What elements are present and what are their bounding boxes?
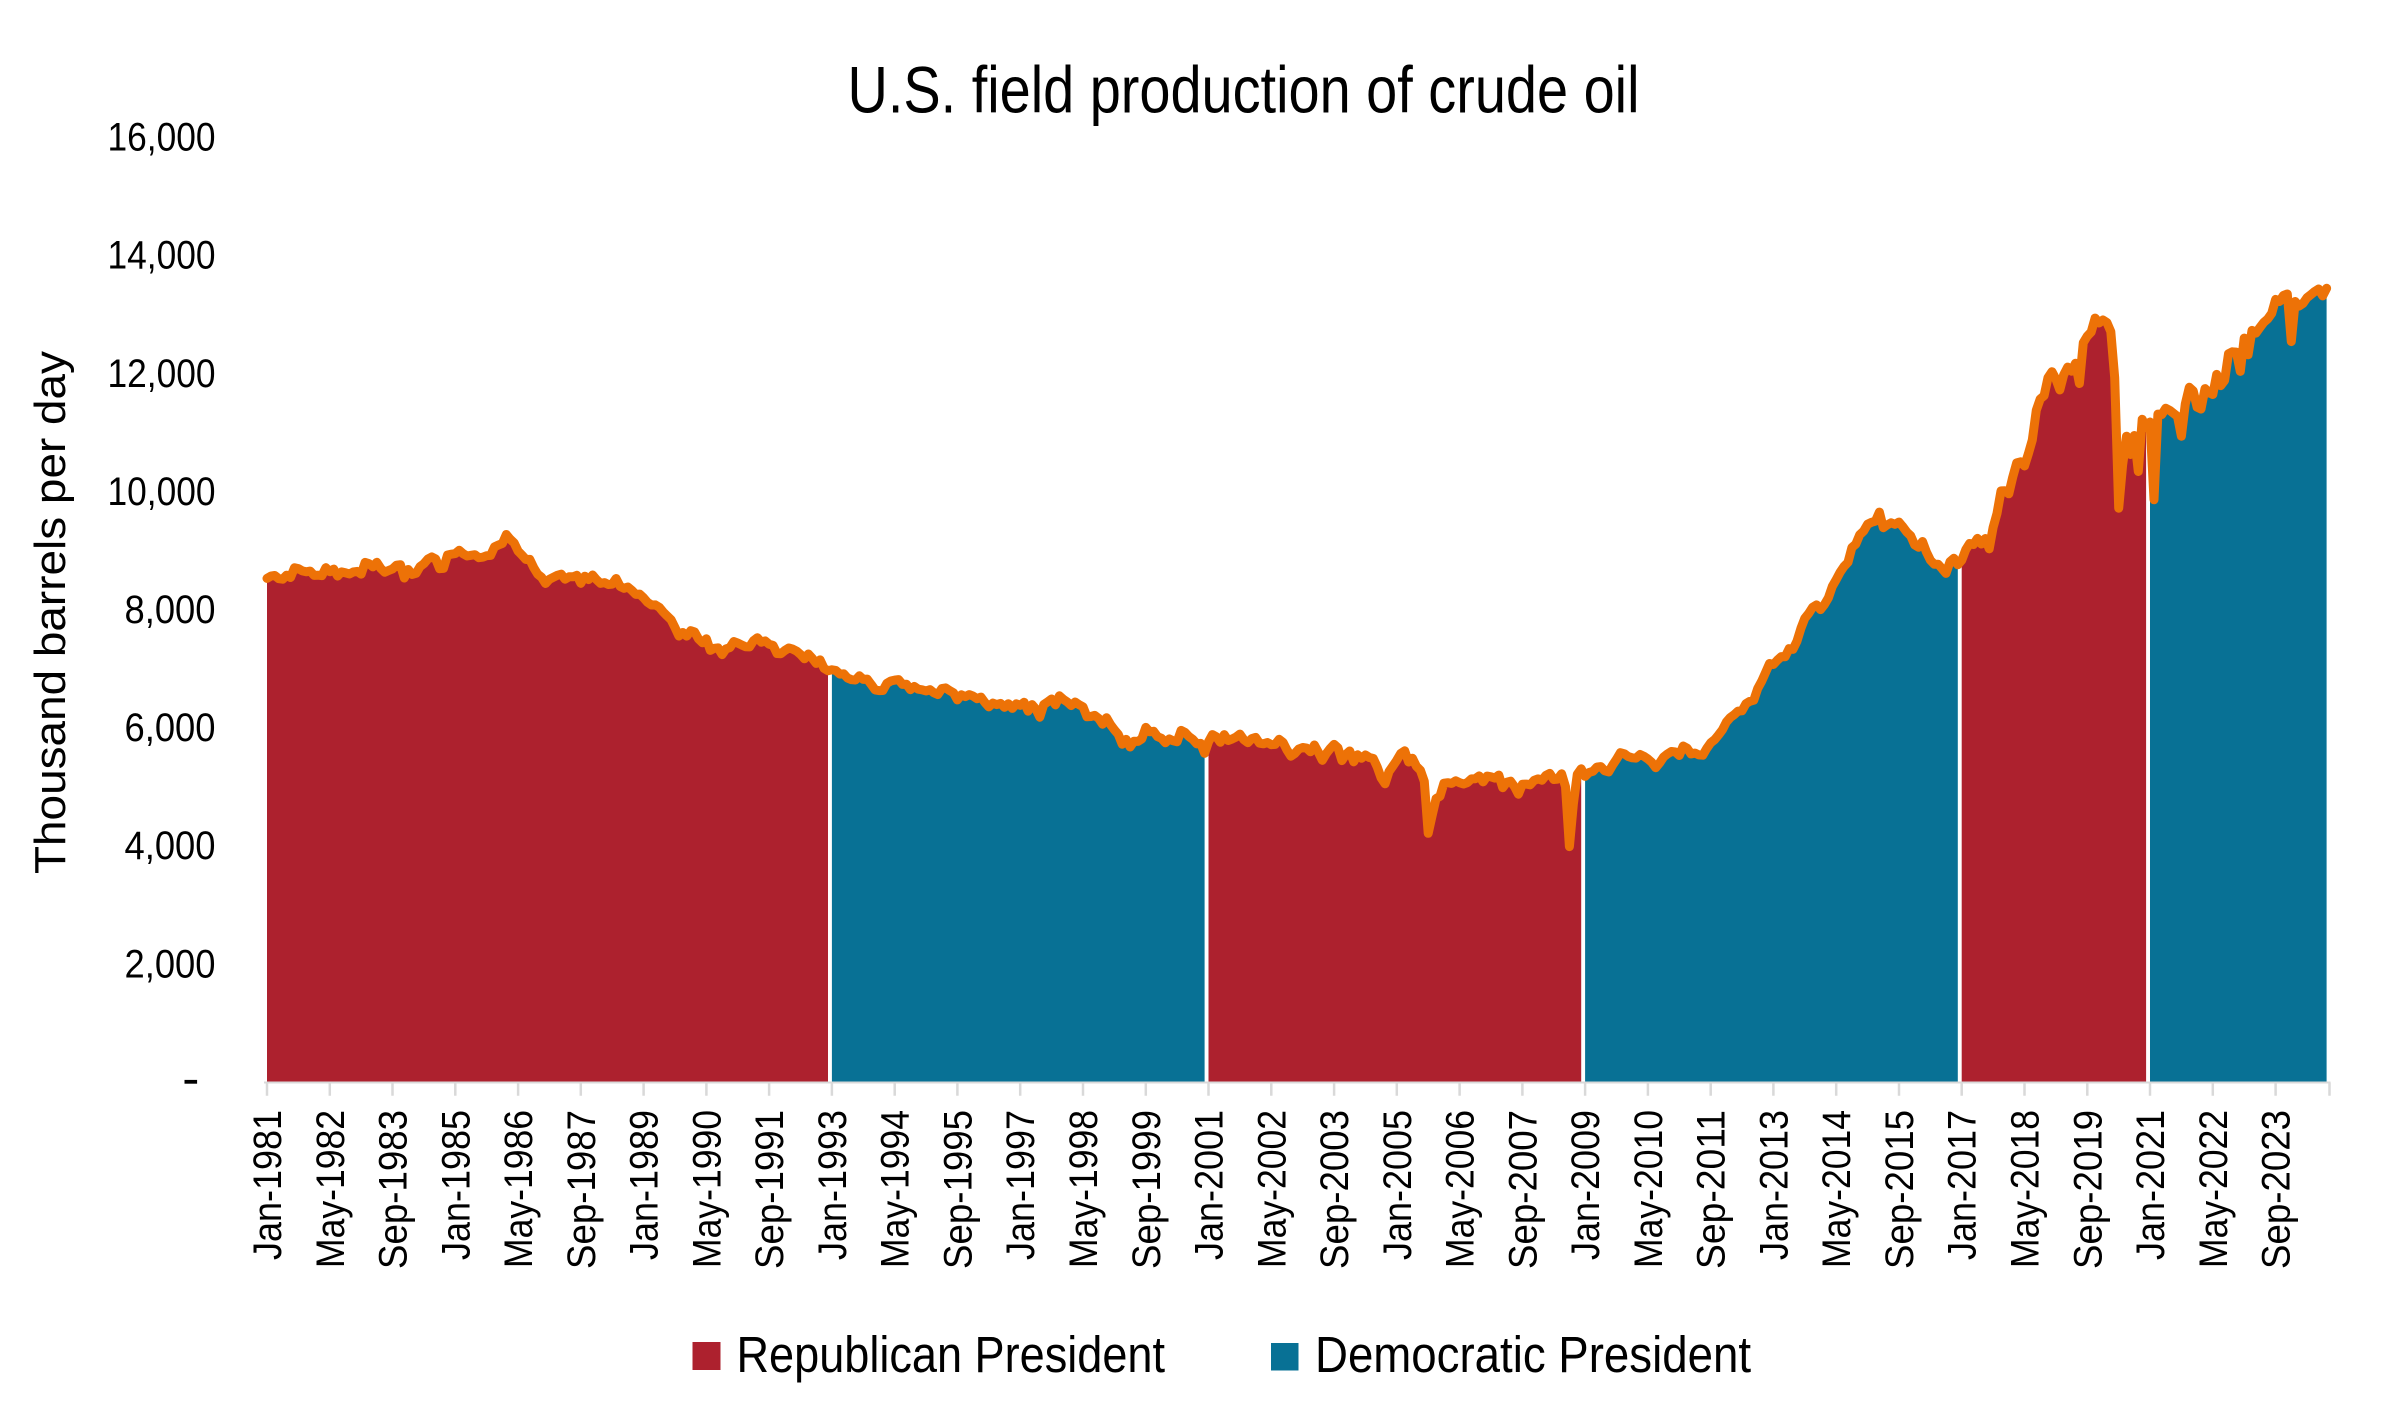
- svg-text:6,000: 6,000: [125, 706, 216, 750]
- svg-text:Sep-2023: Sep-2023: [2255, 1110, 2299, 1269]
- svg-text:Sep-1999: Sep-1999: [1125, 1110, 1169, 1269]
- svg-text:12,000: 12,000: [108, 352, 216, 396]
- svg-text:Thousand barrels per day: Thousand barrels per day: [26, 351, 75, 874]
- svg-text:Jan-2021: Jan-2021: [2129, 1110, 2173, 1260]
- svg-text:May-1990: May-1990: [685, 1110, 729, 1268]
- svg-text:14,000: 14,000: [108, 234, 216, 278]
- svg-text:May-1982: May-1982: [309, 1110, 353, 1268]
- svg-text:Jan-2005: Jan-2005: [1376, 1110, 1420, 1260]
- svg-text:May-2018: May-2018: [2004, 1110, 2048, 1268]
- svg-text:May-1994: May-1994: [874, 1110, 918, 1268]
- svg-text:May-1998: May-1998: [1062, 1110, 1106, 1268]
- svg-text:4,000: 4,000: [125, 824, 216, 868]
- svg-text:8,000: 8,000: [125, 588, 216, 632]
- svg-text:Jan-2017: Jan-2017: [1941, 1110, 1985, 1260]
- svg-text:Democratic President: Democratic President: [1315, 1326, 1751, 1383]
- svg-text:May-2010: May-2010: [1627, 1110, 1671, 1268]
- svg-text:May-2006: May-2006: [1439, 1110, 1483, 1268]
- svg-text:16,000: 16,000: [108, 116, 216, 160]
- svg-text:May-2014: May-2014: [1815, 1110, 1859, 1268]
- svg-text:Sep-1991: Sep-1991: [748, 1110, 792, 1269]
- svg-text:Jan-2009: Jan-2009: [1564, 1110, 1608, 1260]
- svg-text:Jan-2013: Jan-2013: [1752, 1110, 1796, 1260]
- svg-text:Jan-1985: Jan-1985: [434, 1110, 478, 1260]
- svg-text:Sep-1983: Sep-1983: [372, 1110, 416, 1269]
- svg-text:Sep-1987: Sep-1987: [560, 1110, 604, 1269]
- svg-text:Jan-1989: Jan-1989: [623, 1110, 667, 1260]
- svg-text:Republican President: Republican President: [737, 1326, 1166, 1383]
- svg-text:Jan-1981: Jan-1981: [246, 1110, 290, 1260]
- svg-text:May-2002: May-2002: [1250, 1110, 1294, 1268]
- svg-text:Jan-1997: Jan-1997: [999, 1110, 1043, 1260]
- svg-text:Jan-1993: Jan-1993: [811, 1110, 855, 1260]
- svg-text:Sep-2007: Sep-2007: [1501, 1110, 1545, 1269]
- svg-text:Sep-2015: Sep-2015: [1878, 1110, 1922, 1269]
- svg-text:Jan-2001: Jan-2001: [1188, 1110, 1232, 1260]
- svg-text:Sep-2019: Sep-2019: [2066, 1110, 2110, 1269]
- svg-text:Sep-2011: Sep-2011: [1690, 1110, 1734, 1269]
- svg-text:May-2022: May-2022: [2192, 1110, 2236, 1268]
- svg-text:Sep-1995: Sep-1995: [936, 1110, 980, 1269]
- svg-text:10,000: 10,000: [108, 470, 216, 514]
- svg-text:2,000: 2,000: [125, 942, 216, 986]
- svg-text:U.S. field production of crude: U.S. field production of crude oil: [848, 53, 1640, 127]
- svg-text:Sep-2003: Sep-2003: [1313, 1110, 1357, 1269]
- svg-text:May-1986: May-1986: [497, 1110, 541, 1268]
